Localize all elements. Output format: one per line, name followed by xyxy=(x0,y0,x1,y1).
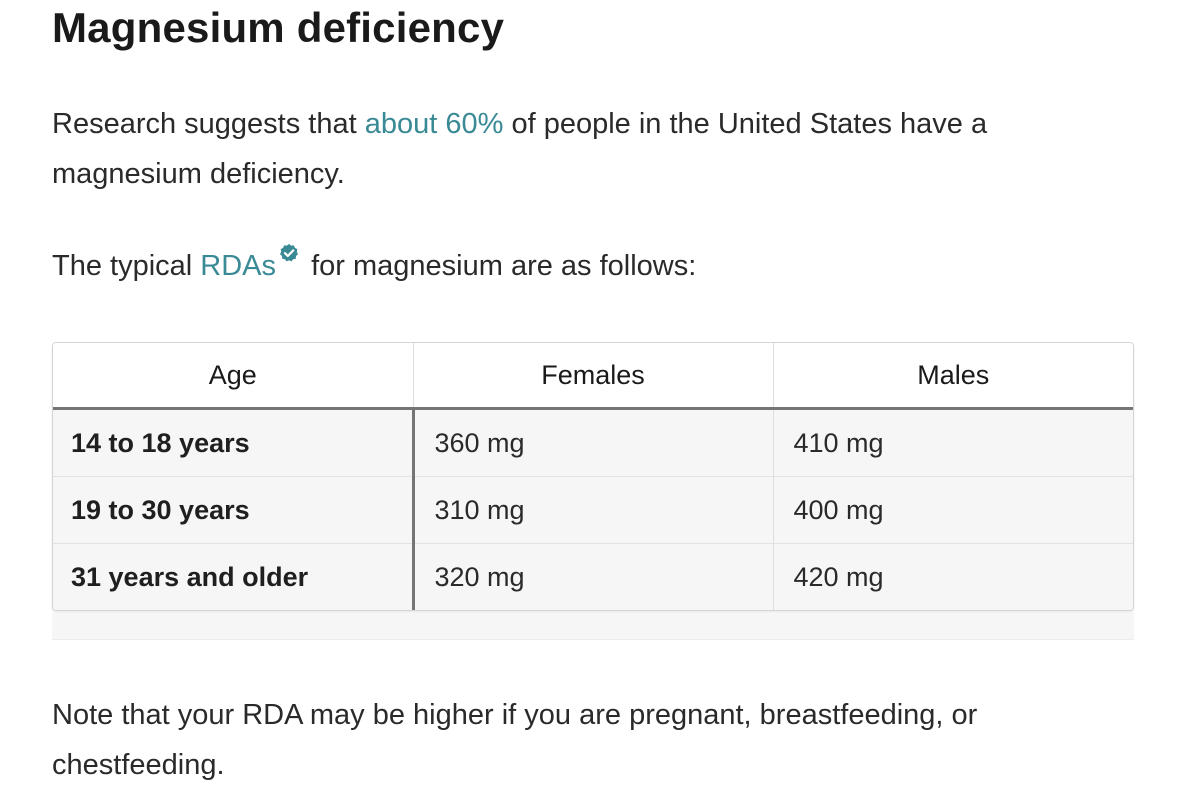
rda-paragraph: The typical RDAs for magnesium are as fo… xyxy=(52,241,1134,291)
age-cell: 14 to 18 years xyxy=(53,408,415,477)
table-header-row: Age Females Males xyxy=(53,343,1133,410)
males-cell: 400 mg xyxy=(773,476,1133,544)
table-row: 19 to 30 years 310 mg 400 mg xyxy=(53,476,1133,544)
females-cell: 320 mg xyxy=(413,543,774,610)
column-header-age: Age xyxy=(53,343,414,410)
rda-text-after: for magnesium are as follows: xyxy=(303,250,697,282)
age-cell: 31 years and older xyxy=(53,543,415,610)
intro-text-before: Research suggests that xyxy=(52,108,365,140)
age-cell: 19 to 30 years xyxy=(53,476,415,544)
intro-paragraph: Research suggests that about 60% of peop… xyxy=(52,99,1134,199)
column-header-males: Males xyxy=(773,343,1133,410)
section-heading: Magnesium deficiency xyxy=(52,4,505,51)
table-row: 14 to 18 years 360 mg 410 mg xyxy=(53,408,1133,477)
rda-text-before: The typical xyxy=(52,250,201,282)
note-paragraph: Note that your RDA may be higher if you … xyxy=(52,699,978,781)
females-cell: 310 mg xyxy=(413,476,774,544)
females-cell: 360 mg xyxy=(413,408,774,477)
males-cell: 410 mg xyxy=(773,408,1133,477)
table-row: 31 years and older 320 mg 420 mg xyxy=(53,543,1133,610)
intro-text-after: of people in the United States have a ma… xyxy=(52,108,988,190)
rdas-link[interactable]: RDAs xyxy=(200,250,277,282)
table-scroll-area[interactable] xyxy=(52,613,1134,640)
column-header-females: Females xyxy=(413,343,774,410)
rda-table: Age Females Males 14 to 18 years 360 mg … xyxy=(52,342,1134,611)
males-cell: 420 mg xyxy=(773,543,1133,610)
about-60-percent-link[interactable]: about 60% xyxy=(364,108,504,140)
verified-check-icon[interactable] xyxy=(279,243,299,263)
